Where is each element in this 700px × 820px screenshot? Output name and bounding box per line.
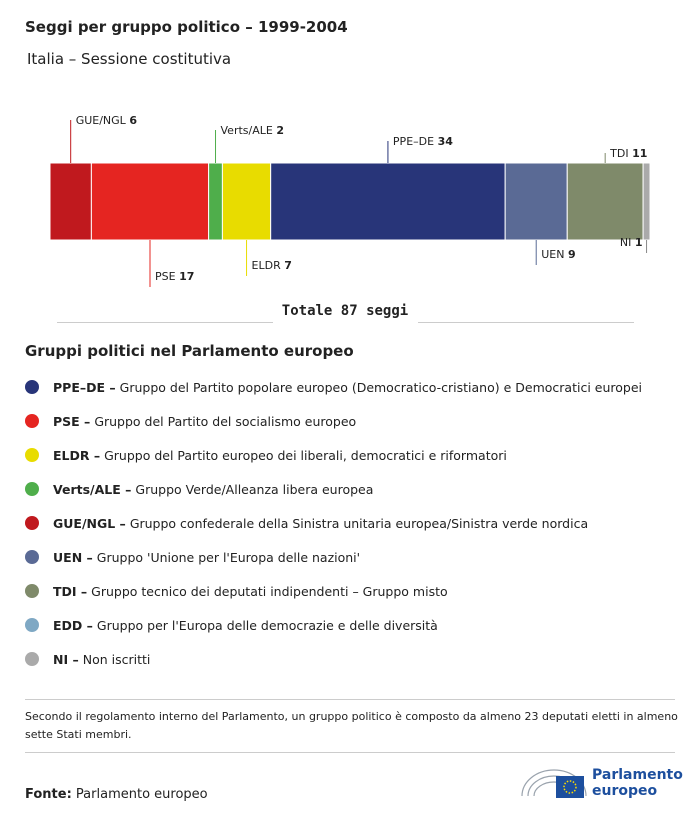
- bar-segment: [504, 162, 568, 241]
- segment-label: PPE–DE 34: [393, 135, 453, 148]
- legend-item: UEN – Gruppo 'Unione per l'Europa delle n…: [25, 540, 685, 574]
- legend-description: Gruppo 'Unione per l'Europa delle nazion…: [96, 549, 361, 565]
- chart-subtitle: Italia – Sessione costitutiva: [27, 50, 232, 68]
- segment-label: TDI 11: [609, 147, 647, 160]
- bar-segment: [642, 162, 651, 241]
- divider: [418, 322, 634, 323]
- legend-swatch: [25, 516, 39, 530]
- source-label: Fonte:: [25, 787, 72, 802]
- segment-value: 17: [179, 270, 194, 283]
- legend-abbr: ELDR –: [53, 447, 101, 463]
- legend-abbr: GUE/NGL –: [53, 515, 126, 531]
- segment-label: Verts/ALE 2: [221, 124, 284, 137]
- source: Fonte: Parlamento europeo: [25, 787, 208, 802]
- segment-name: ELDR: [252, 259, 282, 272]
- divider: [25, 752, 675, 753]
- segment-name: GUE/NGL: [76, 114, 127, 127]
- bar-segment: [208, 162, 223, 241]
- total-label: Totale 87 seggi: [281, 303, 409, 319]
- bar-segment: [566, 162, 644, 241]
- legend-item: ELDR – Gruppo del Partito europeo dei lib…: [25, 438, 685, 472]
- legend-swatch: [25, 550, 39, 564]
- divider: [57, 322, 273, 323]
- legend-description: Gruppo del Partito popolare europeo (Dem…: [119, 379, 642, 395]
- segment-value: 7: [284, 259, 292, 272]
- logo-text: europeo: [592, 783, 658, 799]
- bar-segment: [49, 162, 92, 241]
- source-text: Parlamento europeo: [75, 787, 208, 802]
- legend-swatch: [25, 414, 39, 428]
- legend-description: Gruppo confederale della Sinistra unitar…: [129, 515, 589, 531]
- legend-swatch: [25, 482, 39, 496]
- footnote: Secondo il regolamento interno del Parla…: [25, 710, 678, 741]
- segment-label: PSE 17: [155, 270, 194, 283]
- legend-item: TDI – Gruppo tecnico dei deputati indipen…: [25, 574, 685, 608]
- segment-name: NI: [620, 236, 631, 249]
- legend-description: Gruppo del Partito europeo dei liberali,…: [104, 447, 507, 463]
- legend-abbr: NI –: [53, 651, 79, 667]
- segment-value: 6: [129, 114, 137, 127]
- legend-description: Gruppo Verde/Alleanza libera europea: [135, 481, 374, 497]
- legend-item: GUE/NGL – Gruppo confederale della Sinist…: [25, 506, 685, 540]
- segment-label: GUE/NGL 6: [76, 114, 138, 127]
- legend-abbr: UEN –: [53, 549, 93, 565]
- segment-value: 2: [276, 124, 284, 137]
- legend-item: PSE – Gruppo del Partito del socialismo e…: [25, 404, 685, 438]
- legend: PPE–DE – Gruppo del Partito popolare euro…: [25, 370, 685, 676]
- legend-item: NI – Non iscritti: [25, 642, 685, 676]
- segment-name: PPE–DE: [393, 135, 434, 148]
- logo: Parlamento europeo: [520, 762, 690, 802]
- segment-label: ELDR 7: [252, 259, 292, 272]
- legend-abbr: EDD –: [53, 617, 93, 633]
- bar-segment: [221, 162, 272, 241]
- legend-description: Gruppo per l'Europa delle democrazie e d…: [96, 617, 438, 633]
- legend-swatch: [25, 380, 39, 394]
- legend-abbr: Verts/ALE –: [53, 481, 132, 497]
- legend-item: EDD – Gruppo per l'Europa delle democrazi…: [25, 608, 685, 642]
- segment-value: 11: [632, 147, 647, 160]
- legend-swatch: [25, 584, 39, 598]
- legend-description: Non iscritti: [82, 651, 151, 667]
- chart-title: Seggi per gruppo politico – 1999-2004: [25, 18, 348, 36]
- legend-swatch: [25, 618, 39, 632]
- legend-item: PPE–DE – Gruppo del Partito popolare euro…: [25, 370, 685, 404]
- segment-name: UEN: [541, 248, 564, 261]
- legend-title: Gruppi politici nel Parlamento europeo: [25, 342, 354, 360]
- legend-description: Gruppo del Partito del socialismo europe…: [94, 413, 357, 429]
- segment-value: 34: [438, 135, 454, 148]
- logo-text: Parlamento: [592, 767, 683, 783]
- segment-value: 9: [568, 248, 576, 261]
- legend-abbr: PSE –: [53, 413, 91, 429]
- legend-abbr: TDI –: [53, 583, 88, 599]
- segment-name: TDI: [609, 147, 628, 160]
- segment-value: 1: [635, 236, 643, 249]
- bar-segment: [270, 162, 506, 241]
- legend-description: Gruppo tecnico dei deputati indipendenti…: [91, 583, 448, 599]
- legend-swatch: [25, 448, 39, 462]
- legend-swatch: [25, 652, 39, 666]
- segment-name: Verts/ALE: [221, 124, 273, 137]
- segment-label: NI 1: [620, 236, 643, 249]
- legend-item: Verts/ALE – Gruppo Verde/Alleanza libera …: [25, 472, 685, 506]
- divider: [25, 699, 675, 700]
- segment-name: PSE: [155, 270, 176, 283]
- legend-abbr: PPE–DE –: [53, 379, 116, 395]
- bar-segment: [90, 162, 210, 241]
- logo-icon: [521, 769, 587, 798]
- segment-label: UEN 9: [541, 248, 575, 261]
